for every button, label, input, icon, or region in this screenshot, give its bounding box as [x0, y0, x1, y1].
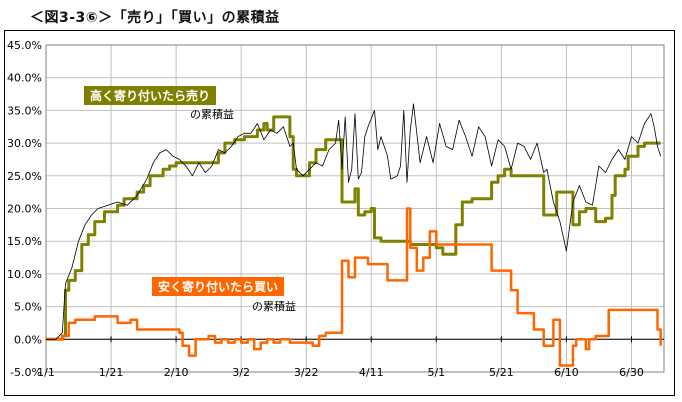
x-tick-label: 1/1: [37, 366, 55, 379]
y-tick-label: 15.0%: [7, 235, 42, 248]
series-buy-line: [46, 207, 662, 367]
buy-label-box: 安く寄り付いたら買い: [152, 277, 285, 296]
x-tick-label: 5/21: [489, 366, 514, 379]
series-reference-line: [46, 103, 662, 340]
y-tick-label: 5.0%: [14, 301, 42, 314]
chart-frame: [4, 30, 675, 396]
y-tick-label: 0.0%: [14, 333, 42, 346]
x-tick-label: 3/22: [294, 366, 319, 379]
tick-labels: -5.0% 0.0% 5.0% 10.0% 15.0% 20.0% 25.0% 30.0% 35…: [7, 39, 644, 379]
series-sell-line: [46, 115, 661, 341]
y-tick-label: 10.0%: [7, 268, 42, 281]
y-tick-label: -5.0%: [10, 366, 42, 379]
y-tick-label: 40.0%: [7, 72, 42, 85]
y-tick-label: 25.0%: [7, 170, 42, 183]
series-lines: [46, 103, 662, 367]
x-tick-label: 2/10: [164, 366, 189, 379]
sell-label-box: 高く寄り付いたら売り: [84, 86, 217, 105]
x-tick-label: 6/10: [554, 366, 579, 379]
x-tick-label: 1/21: [99, 366, 124, 379]
y-tick-label: 45.0%: [7, 39, 42, 52]
x-tick-label: 6/30: [619, 366, 644, 379]
chart-title: ＜図3-3⑥＞「売り」「買い」の累積益: [30, 10, 280, 26]
sell-label-sub: の累積益: [190, 108, 234, 121]
x-tick-label: 5/1: [427, 366, 445, 379]
x-tick-label: 3/2: [232, 366, 250, 379]
y-tick-label: 35.0%: [7, 104, 42, 117]
buy-label-sub: の累積益: [252, 300, 296, 313]
plot-area-border: [45, 44, 665, 373]
x-tick-label: 4/11: [359, 366, 384, 379]
y-tick-label: 20.0%: [7, 203, 42, 216]
y-tick-label: 30.0%: [7, 137, 42, 150]
